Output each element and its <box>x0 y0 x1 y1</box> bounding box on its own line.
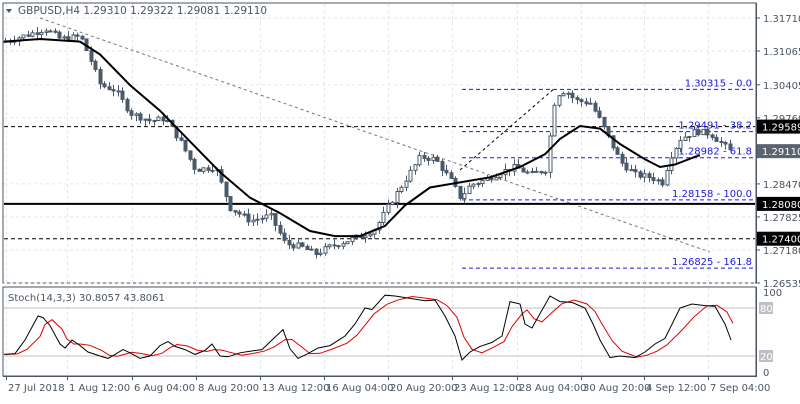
price-label: 1.27400 <box>762 235 800 246</box>
price-axis[interactable]: 1.31710 1.31065 1.30405 1.29760 1.28470 1.278… <box>756 3 800 290</box>
price-label: 1.28080 <box>762 200 800 211</box>
svg-text:100: 100 <box>763 288 782 299</box>
svg-text:20: 20 <box>760 352 773 363</box>
price-label: 1.29110 <box>762 147 800 158</box>
dropdown-triangle-icon[interactable] <box>6 9 12 13</box>
price-pane[interactable] <box>2 2 757 284</box>
stoch-label: Stoch(14,3,3) 30.8057 43.8061 <box>8 293 165 304</box>
trendline[interactable] <box>39 17 711 253</box>
time-tick: 27 Jul 2018 <box>8 383 65 394</box>
fib-level-label: 1.30315 - 0.0 <box>685 78 752 89</box>
price-tick: 1.27825 <box>763 213 800 224</box>
price-tick: 1.28470 <box>763 180 800 191</box>
price-tick: 1.29760 <box>763 114 800 125</box>
symbol-ohlc-label: GBPUSD,H4 1.29310 1.29322 1.29081 1.2911… <box>18 5 267 17</box>
time-tick: 13 Aug 12:00 <box>262 383 329 394</box>
fib-level-label: 1.28158 - 100.0 <box>672 189 752 200</box>
price-tick: 1.31065 <box>763 47 800 58</box>
time-tick: 7 Sep 04:00 <box>710 383 770 394</box>
fib-level-label: 1.29491 - 38.2 <box>678 121 752 132</box>
price-label: 1.29589 <box>762 123 800 134</box>
svg-text:0: 0 <box>763 368 769 379</box>
svg-text:80: 80 <box>760 304 773 315</box>
grid <box>4 4 755 284</box>
price-tick: 1.27180 <box>763 246 800 257</box>
price-labels: 1.29589 1.29110 1.28080 1.27400 <box>757 119 800 246</box>
chart-header: GBPUSD,H4 1.29310 1.29322 1.29081 1.2911… <box>6 5 267 17</box>
time-axis[interactable]: 27 Jul 2018 1 Aug 12:00 6 Aug 04:00 8 Aug 2… <box>3 376 770 394</box>
fibonacci-retracement[interactable]: 1.30315 - 0.0 1.29491 - 38.2 1.28982 - 61.… <box>462 78 755 269</box>
price-tick: 1.31710 <box>763 14 800 25</box>
price-tick: 1.30405 <box>763 81 800 92</box>
fib-level-label: 1.28982 - 61.8 <box>678 147 752 158</box>
stochastic-lines <box>3 294 734 361</box>
price-tick: 1.26535 <box>763 279 800 290</box>
time-tick: 6 Aug 04:00 <box>134 383 195 394</box>
time-tick: 28 Aug 04:00 <box>519 383 586 394</box>
fib-level-label: 1.26825 - 161.8 <box>672 257 752 268</box>
stoch-axis: 100 80 20 0 <box>756 287 782 379</box>
time-tick: 1 Aug 12:00 <box>69 383 130 394</box>
time-tick: 16 Aug 04:00 <box>326 383 393 394</box>
time-tick: 8 Aug 20:00 <box>198 383 259 394</box>
time-tick: 20 Aug 20:00 <box>390 383 457 394</box>
time-tick: 23 Aug 12:00 <box>454 383 521 394</box>
time-tick: 4 Sep 12:00 <box>646 383 706 394</box>
moving-average <box>3 37 701 238</box>
horizontal-lines[interactable] <box>4 126 755 240</box>
time-tick: 30 Aug 20:00 <box>583 383 650 394</box>
